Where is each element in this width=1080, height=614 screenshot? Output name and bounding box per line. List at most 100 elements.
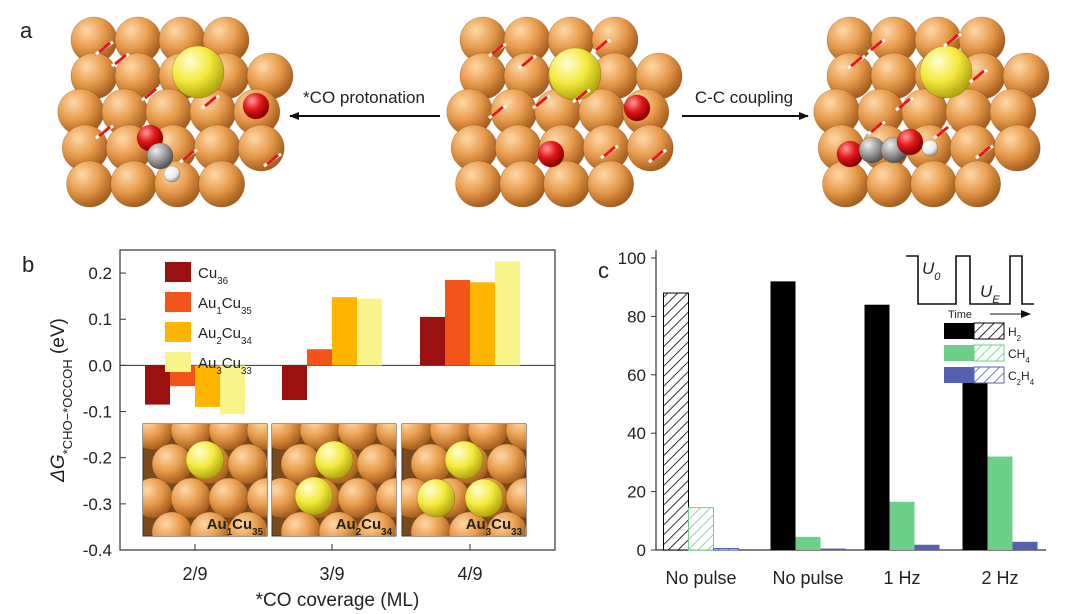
water-bond bbox=[875, 39, 883, 48]
cu-atom bbox=[505, 477, 526, 519]
water-bond bbox=[983, 145, 991, 154]
x-tick-label: 4/9 bbox=[457, 564, 482, 584]
bar-C2H4-1 bbox=[820, 548, 846, 550]
water-bond bbox=[271, 153, 279, 162]
water-bond bbox=[575, 94, 582, 102]
cu-atom bbox=[993, 124, 1041, 172]
y-tick-label: -0.2 bbox=[83, 449, 112, 468]
x-tick-label: No pulse bbox=[665, 568, 736, 588]
u0-label: U0 bbox=[922, 259, 941, 283]
legend-solid-H2 bbox=[944, 323, 974, 339]
x-tick-label: No pulse bbox=[772, 568, 843, 588]
au-atom bbox=[464, 478, 504, 518]
y-tick-label: 60 bbox=[627, 366, 646, 385]
arrow-right-label: C-C coupling bbox=[695, 88, 793, 107]
water-bond bbox=[870, 44, 877, 52]
cu-atom bbox=[486, 443, 526, 485]
legend-hatch-C2H4 bbox=[973, 366, 1005, 384]
bar-C2H4-0 bbox=[713, 548, 739, 551]
water-bond bbox=[898, 102, 905, 110]
water-bond bbox=[540, 95, 548, 104]
y-tick-label: 80 bbox=[627, 307, 646, 326]
cluster-initial-state bbox=[446, 16, 683, 208]
y-tick-label: 0 bbox=[637, 541, 646, 560]
y-tick-label: -0.1 bbox=[83, 403, 112, 422]
bar-Cu36-4/9 bbox=[420, 316, 445, 366]
panel-b-label: b bbox=[22, 252, 34, 277]
cu-atom bbox=[954, 160, 1001, 208]
bar-H2-3 bbox=[962, 374, 988, 550]
bar-Au2Cu34-3/9 bbox=[332, 297, 357, 366]
water-bond bbox=[103, 41, 111, 50]
cu-atom bbox=[265, 524, 267, 536]
cu-atom bbox=[455, 160, 502, 208]
cu-atom bbox=[822, 160, 869, 208]
oxygen-atom bbox=[242, 92, 270, 120]
cluster-cc-coupling bbox=[813, 16, 1050, 208]
au-atom bbox=[171, 45, 225, 99]
bar-CH4-3 bbox=[987, 456, 1013, 550]
water-bond bbox=[182, 154, 189, 162]
hydrogen-atom bbox=[163, 165, 181, 183]
water-bond bbox=[144, 92, 151, 100]
water-bond bbox=[204, 100, 211, 108]
bar-Au1Cu35-4/9 bbox=[445, 280, 470, 366]
hydrogen-atom bbox=[921, 139, 939, 157]
inset-surface-2: Au2Cu34 bbox=[271, 423, 397, 538]
water-bond bbox=[98, 46, 105, 54]
water-bond bbox=[870, 126, 877, 134]
cu-atom bbox=[356, 443, 396, 485]
chart-b: 0.2 0.1 0.0 -0.1 -0.2 -0.3 -0.4 Au1Cu35 Au2Cu34 A… bbox=[48, 249, 556, 611]
cu-atom bbox=[208, 477, 250, 519]
oxygen-atom bbox=[896, 128, 924, 156]
chart-b-frame bbox=[119, 249, 556, 551]
cu-atom bbox=[410, 511, 452, 536]
pulse-line bbox=[906, 255, 1034, 305]
au-atom bbox=[294, 476, 334, 516]
legend-label-Au3Cu33: Au3Cu33 bbox=[198, 355, 252, 377]
legend-label-Au2Cu34: Au2Cu34 bbox=[198, 325, 252, 347]
au-atom bbox=[314, 440, 354, 480]
bar-H2-0 bbox=[663, 292, 689, 551]
cu-atom bbox=[626, 124, 674, 172]
y-tick-label: 40 bbox=[627, 424, 646, 443]
arrow-left-label: *CO protonation bbox=[303, 88, 425, 107]
water-bond bbox=[535, 100, 542, 108]
cu-atom bbox=[410, 443, 452, 485]
chart-c: 100 80 60 40 20 0 No pulse No pulse 1 Hz 2 Hz U0 UE… bbox=[618, 249, 1046, 588]
water-bond bbox=[951, 33, 959, 42]
y-axis-label: ΔG*CHO−*OCCOH (eV) bbox=[48, 318, 75, 483]
inset-label: Au3Cu33 bbox=[466, 516, 523, 538]
ue-label: UE bbox=[980, 282, 1000, 306]
legend-swatch-Au3Cu33 bbox=[165, 352, 191, 372]
bar-Au2Cu34-2/9 bbox=[195, 365, 220, 407]
cu-atom bbox=[151, 443, 193, 485]
legend-solid-C2H4 bbox=[944, 367, 974, 383]
legend-label-CH4: CH4 bbox=[1008, 347, 1030, 365]
panel-a-label: a bbox=[20, 18, 33, 43]
water-bond bbox=[850, 60, 857, 68]
water-bond bbox=[119, 53, 127, 62]
water-bond bbox=[656, 149, 664, 158]
water-bond bbox=[149, 87, 157, 96]
y-tick-label: 100 bbox=[618, 249, 646, 268]
water-bond bbox=[600, 39, 608, 48]
cu-atom bbox=[337, 477, 379, 519]
water-bond bbox=[491, 110, 498, 118]
cu-atom bbox=[227, 443, 267, 485]
x-tick-label: 2/9 bbox=[182, 564, 207, 584]
inset-label: Au2Cu34 bbox=[336, 516, 393, 538]
x-tick-label: 1 Hz bbox=[883, 568, 920, 588]
bar-Au1Cu35-3/9 bbox=[307, 349, 332, 366]
inset-surface-1: Au1Cu35 bbox=[142, 423, 268, 538]
x-axis-label: *CO coverage (ML) bbox=[256, 590, 420, 611]
water-bond bbox=[266, 158, 273, 166]
legend-hatch-H2 bbox=[973, 322, 1005, 340]
water-bond bbox=[103, 125, 111, 134]
bar-CH4-1 bbox=[795, 536, 821, 550]
water-bond bbox=[875, 121, 883, 130]
cu-atom bbox=[587, 160, 634, 208]
bar-Au3Cu33-4/9 bbox=[495, 261, 520, 366]
bar-CH4-0 bbox=[688, 507, 714, 551]
